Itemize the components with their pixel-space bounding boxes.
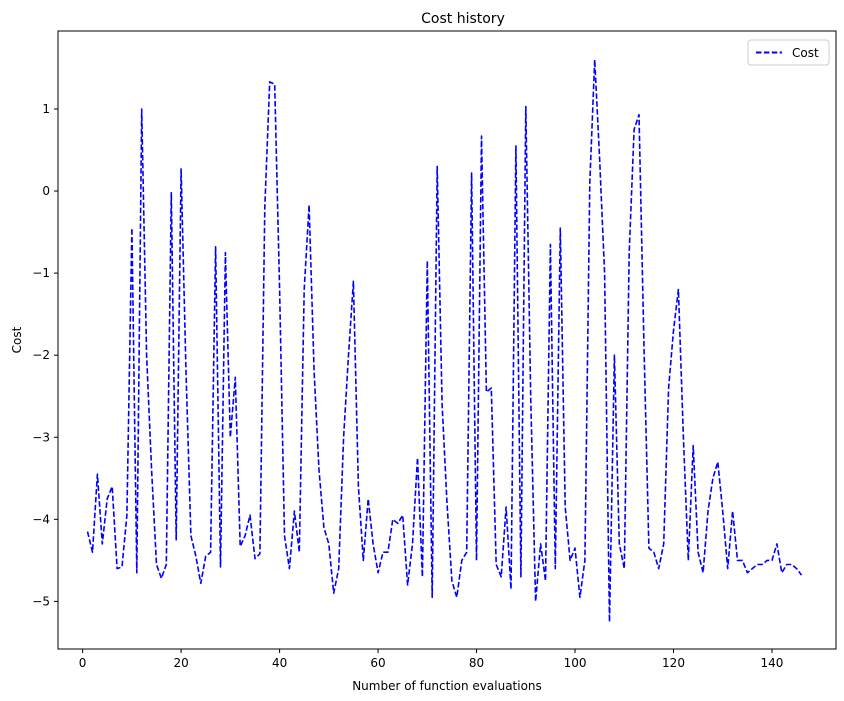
plot-area	[86, 58, 803, 623]
x-tick-label: 0	[79, 656, 87, 670]
y-axis: −5 −4 −3 −2 −1 0 1	[32, 102, 58, 608]
x-tick-label: 120	[662, 656, 685, 670]
x-tick-label: 60	[370, 656, 385, 670]
y-tick-label: 1	[42, 102, 50, 116]
y-tick-label: −2	[32, 348, 50, 362]
legend-label-cost: Cost	[792, 46, 819, 60]
y-axis-label: Cost	[10, 326, 24, 353]
legend-box	[747, 39, 830, 66]
x-axis-label: Number of function evaluations	[352, 679, 542, 693]
y-tick-label: −1	[32, 266, 50, 280]
chart-title: Cost history	[421, 11, 505, 27]
plot-frame	[57, 30, 837, 650]
series-line-cost	[86, 58, 803, 623]
x-axis: 0 20 40 60 80 100 120 140	[79, 649, 784, 670]
x-tick-label: 140	[761, 656, 784, 670]
x-tick-label: 100	[564, 656, 587, 670]
y-tick-label: −3	[32, 430, 50, 444]
legend: Cost	[747, 39, 830, 66]
x-tick-label: 80	[469, 656, 484, 670]
y-tick-label: −4	[32, 512, 50, 526]
y-tick-label: 0	[42, 184, 50, 198]
y-tick-label: −5	[32, 594, 50, 608]
x-tick-label: 20	[173, 656, 188, 670]
x-tick-label: 40	[272, 656, 287, 670]
